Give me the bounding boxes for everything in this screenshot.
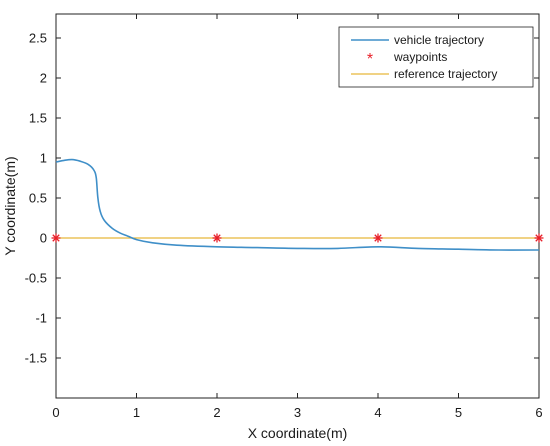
x-tick-label: 2	[213, 405, 220, 420]
y-tick-label: 1	[40, 151, 47, 166]
x-tick-label: 0	[52, 405, 59, 420]
y-tick-label: 0.5	[29, 191, 47, 206]
legend-box	[338, 26, 534, 88]
y-tick-label: -1	[35, 311, 47, 326]
legend: vehicle trajectory * waypoints reference…	[338, 26, 534, 88]
y-tick-label: 2	[40, 71, 47, 86]
x-tick-label: 1	[133, 405, 140, 420]
y-tick-label: 1.5	[29, 111, 47, 126]
x-tick-label: 3	[294, 405, 301, 420]
waypoint-marker	[534, 233, 544, 243]
legend-label-waypoints: waypoints	[393, 50, 447, 64]
axis-ticks: 0 1 2 3 4 5 6 2.5 2 1.5 1 0.5 0 -0.5 -1 -1.5	[25, 14, 543, 420]
legend-swatch-waypoints: *	[367, 51, 373, 68]
legend-label-vehicle-trajectory: vehicle trajectory	[394, 33, 484, 47]
y-tick-label: 0	[40, 231, 47, 246]
legend-label-reference-trajectory: reference trajectory	[394, 67, 497, 81]
x-tick-label: 4	[374, 405, 381, 420]
waypoint-marker	[373, 233, 383, 243]
y-tick-label: -0.5	[25, 271, 47, 286]
waypoint-marker	[51, 233, 61, 243]
x-axis-label: X coordinate(m)	[248, 425, 348, 441]
y-tick-label: -1.5	[25, 351, 47, 366]
y-tick-label: 2.5	[29, 31, 47, 46]
x-tick-label: 5	[455, 405, 462, 420]
waypoint-marker	[212, 233, 222, 243]
series-line-vehicle-trajectory	[55, 158, 540, 251]
x-tick-label: 6	[535, 405, 542, 420]
series-layer	[51, 158, 544, 251]
y-axis-label: Y coordinate(m)	[2, 156, 18, 255]
